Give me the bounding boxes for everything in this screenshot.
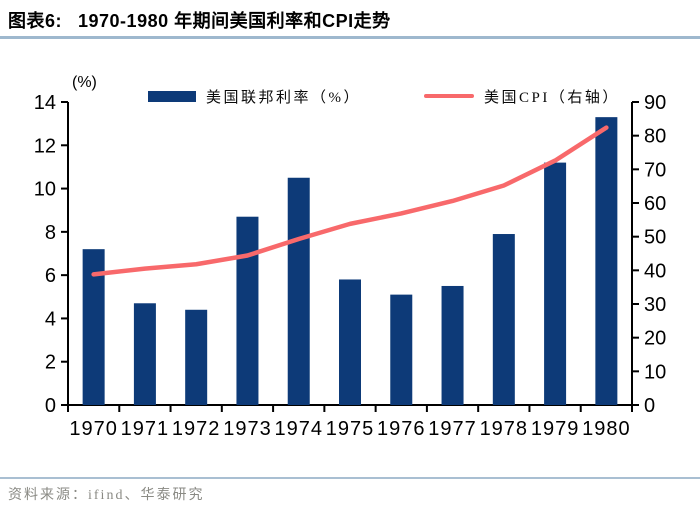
left-axis-tick-label: 4 — [45, 308, 56, 330]
bar-series-swatch-icon — [148, 90, 196, 102]
right-axis-tick-label: 10 — [644, 361, 666, 383]
right-axis-tick-label: 50 — [644, 227, 666, 249]
bar-1972 — [185, 309, 208, 405]
bar-1976 — [390, 294, 413, 405]
x-axis-label-1971: 1971 — [121, 418, 170, 440]
right-axis-tick-label: 60 — [644, 193, 666, 215]
figure-number-label: 图表6: — [8, 11, 63, 31]
bar-1970 — [82, 249, 105, 405]
x-axis-label-1975: 1975 — [326, 418, 375, 440]
x-axis-label-1972: 1972 — [172, 418, 221, 440]
bar-1977 — [441, 285, 464, 405]
right-axis-tick-label: 90 — [644, 92, 666, 114]
right-axis-tick-label: 0 — [644, 395, 655, 417]
left-axis-tick-label: 6 — [45, 265, 56, 287]
x-axis-label-1978: 1978 — [480, 418, 529, 440]
left-axis-tick-label: 0 — [45, 395, 56, 417]
x-axis-label-1977: 1977 — [428, 418, 477, 440]
right-axis-tick-label: 70 — [644, 159, 666, 181]
x-axis-label-1970: 1970 — [69, 418, 118, 440]
legend-item-fed-funds-rate: 美国联邦利率（%） — [148, 86, 361, 106]
cpi-line — [91, 125, 609, 277]
bar-1974 — [287, 177, 310, 405]
left-axis-unit-label: (%) — [72, 74, 97, 91]
legend-label-cpi: 美国CPI（右轴） — [484, 89, 620, 106]
bar-1971 — [133, 303, 156, 405]
source-note: 资料来源：ifind、华泰研究 — [8, 488, 205, 503]
x-axis-label-1979: 1979 — [531, 418, 580, 440]
left-axis-tick-label: 8 — [45, 222, 56, 244]
title-divider — [0, 36, 700, 39]
right-axis-tick-label: 20 — [644, 328, 666, 350]
left-axis-tick-label: 10 — [34, 179, 56, 201]
right-axis-tick-label: 40 — [644, 260, 666, 282]
x-axis-label-1976: 1976 — [377, 418, 426, 440]
bar-1979 — [544, 162, 567, 405]
x-axis-label-1973: 1973 — [223, 418, 272, 440]
figure-title-text: 1970-1980 年期间美国利率和CPI走势 — [78, 11, 391, 31]
bar-1973 — [236, 216, 259, 405]
bar-1980 — [595, 117, 618, 406]
x-axis-label-1974: 1974 — [274, 418, 323, 440]
legend-label-fed-funds-rate: 美国联邦利率（%） — [206, 89, 361, 106]
left-axis-tick-label: 2 — [45, 352, 56, 374]
footer-divider — [0, 477, 700, 479]
bar-1975 — [339, 279, 361, 405]
left-axis-tick-label: 14 — [34, 92, 56, 114]
left-axis-tick-label: 12 — [34, 135, 56, 157]
legend-item-cpi: 美国CPI（右轴） — [424, 86, 620, 106]
right-axis-tick-label: 30 — [644, 294, 666, 316]
x-axis-label-1980: 1980 — [582, 418, 631, 440]
right-axis-tick-label: 80 — [644, 126, 666, 148]
line-series-swatch-icon — [424, 94, 474, 98]
bar-1978 — [492, 234, 515, 405]
figure-title: 图表6: 1970-1980 年期间美国利率和CPI走势 — [8, 7, 391, 33]
